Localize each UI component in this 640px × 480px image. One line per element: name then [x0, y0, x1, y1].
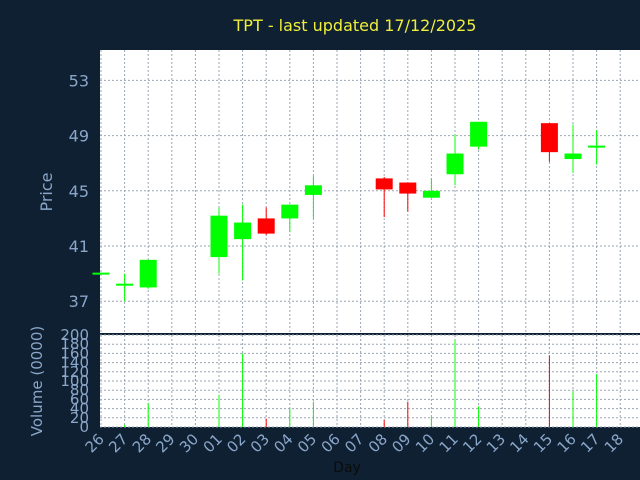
- candle-27: [116, 273, 134, 302]
- price-y-tick-label: 49: [69, 127, 89, 146]
- candle-body: [540, 123, 558, 153]
- price-y-tick-label: 37: [69, 292, 89, 311]
- candle-02: [234, 204, 252, 281]
- x-axis-label: Day: [333, 460, 361, 476]
- candle-05: [304, 175, 322, 219]
- volume-y-tick-label: 80: [70, 381, 89, 399]
- candle-body: [446, 153, 464, 175]
- candle-body: [470, 121, 488, 147]
- candle-10: [422, 178, 440, 198]
- volume-y-tick-label: 180: [60, 335, 89, 353]
- price-axis-label: Price: [37, 172, 56, 211]
- candle-15: [540, 123, 558, 162]
- candle-16: [564, 124, 582, 173]
- candle-03: [257, 207, 275, 235]
- candle-body: [399, 182, 417, 194]
- candle-12: [470, 121, 488, 150]
- price-y-tick-label: 45: [69, 182, 89, 201]
- volume-y-tick-label: 60: [70, 390, 89, 408]
- candle-body: [257, 218, 275, 234]
- candle-17: [588, 130, 606, 165]
- volume-y-tick-label: 140: [60, 354, 89, 372]
- volume-y-tick-label: 20: [70, 409, 89, 427]
- candle-09: [399, 182, 417, 212]
- candle-body: [281, 204, 299, 219]
- candle-body: [375, 178, 393, 190]
- chart-title: TPT - last updated 17/12/2025: [233, 16, 477, 35]
- candle-body: [234, 222, 252, 240]
- volume-y-tick-label: 160: [60, 344, 89, 362]
- candle-body: [588, 145, 606, 148]
- candle-11: [446, 134, 464, 186]
- volume-y-tick-label: 200: [60, 326, 89, 344]
- candle-01: [210, 207, 228, 274]
- candle-08: [375, 177, 393, 218]
- price-y-ticks: 37 41 45 49 53: [69, 71, 89, 311]
- volume-y-tick-label: 40: [70, 400, 89, 418]
- volume-y-tick-label: 120: [60, 363, 89, 381]
- volume-y-tick-label: 100: [60, 372, 89, 390]
- candle-body: [139, 259, 157, 288]
- price-y-tick-label: 41: [69, 237, 89, 256]
- x-tick-labels: 2627282930010203040506070809101112131415…: [82, 430, 627, 456]
- volume-y-tick-label: 0: [79, 418, 89, 436]
- candle-26: [92, 272, 110, 275]
- candle-body: [92, 272, 110, 275]
- candle-28: [139, 259, 157, 289]
- candle-body: [210, 215, 228, 258]
- candle-body: [116, 283, 134, 286]
- volume-axis-label: Volume (0000): [28, 326, 46, 436]
- price-y-tick-label: 53: [69, 71, 89, 90]
- candle-body: [564, 153, 582, 160]
- candle-04: [281, 204, 299, 233]
- candle-body: [422, 190, 440, 198]
- candle-body: [304, 185, 322, 195]
- volume-bars: [124, 339, 598, 427]
- price-candles: [92, 121, 606, 302]
- price-plot-area: [100, 50, 640, 333]
